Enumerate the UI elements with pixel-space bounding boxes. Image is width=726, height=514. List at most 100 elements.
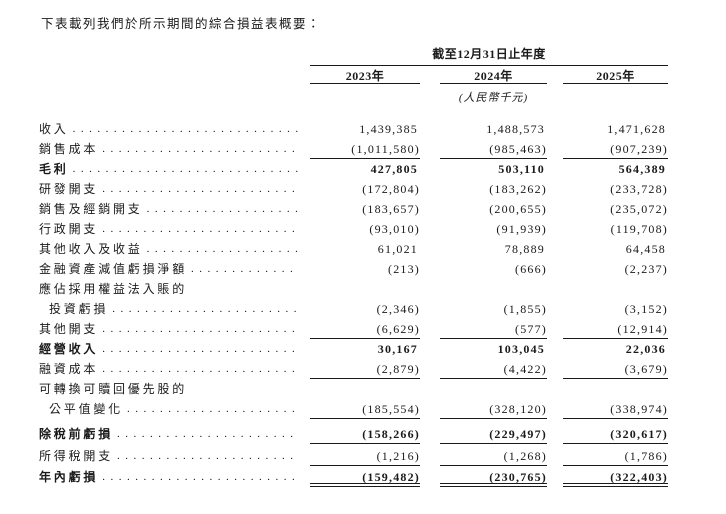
- value: (119,708): [610, 222, 668, 236]
- value-cell-2024年: (666): [440, 259, 547, 279]
- dot-leader: ........................................…: [117, 450, 298, 462]
- value: 103,045: [497, 342, 545, 356]
- value-cell-2025年: (1,786): [563, 446, 668, 466]
- value-cell-2025年: 564,389: [563, 159, 668, 179]
- dot-leader: ........................................…: [146, 203, 298, 215]
- value: 503,110: [498, 162, 545, 176]
- value: 61,021: [377, 242, 418, 256]
- value: (4,422): [503, 362, 547, 376]
- row-label: 毛利: [39, 162, 69, 176]
- row-label-cell: 年內虧損....................................…: [39, 467, 298, 487]
- value-cell-2024年: [440, 379, 547, 399]
- value: (985,463): [489, 142, 547, 156]
- value: (12,914): [617, 322, 668, 336]
- value-cell-2025年: (2,237): [563, 259, 668, 279]
- value: (322,403): [610, 470, 668, 484]
- row-label: 年內虧損: [39, 470, 99, 484]
- value: (6,629): [376, 322, 420, 336]
- row-label: 公平值變化: [49, 402, 124, 416]
- value-cell-2025年: (12,914): [563, 319, 668, 339]
- row-label-cell: 其他收入及收益.................................…: [39, 239, 298, 259]
- row-label: 融資成本: [39, 362, 99, 376]
- value: (1,011,580): [351, 142, 420, 156]
- row-label: 經營收入: [39, 342, 99, 356]
- value-cell-2025年: (320,617): [563, 424, 668, 444]
- value: (229,497): [489, 427, 547, 441]
- table-row: 收入......................................…: [0, 119, 726, 139]
- value: 1,488,573: [486, 122, 545, 136]
- table-row: 銷售成本....................................…: [0, 139, 726, 159]
- value: (577): [515, 322, 547, 336]
- value: (183,657): [362, 202, 420, 216]
- table-row: 研發開支....................................…: [0, 179, 726, 199]
- currency-unit-note: (人民幣千元): [458, 92, 529, 104]
- year-column-2024: 2024年: [440, 67, 547, 84]
- value-cell-2024年: (230,765): [440, 467, 547, 487]
- value-cell-2025年: (338,974): [563, 399, 668, 419]
- value-cell-2023年: (183,657): [310, 199, 420, 219]
- value-cell-2024年: (4,422): [440, 359, 547, 379]
- row-label-cell: 融資成本....................................…: [39, 359, 298, 379]
- dot-leader: ........................................…: [102, 471, 298, 483]
- value: (185,554): [362, 402, 420, 416]
- value: (2,346): [376, 302, 420, 316]
- row-label: 金融資產減值虧損淨額: [39, 262, 188, 276]
- value-cell-2023年: (172,804): [310, 179, 420, 199]
- value: (233,728): [610, 182, 668, 196]
- year-column-2023: 2023年: [310, 67, 420, 84]
- value-cell-2023年: (1,011,580): [310, 139, 420, 159]
- value-cell-2024年: [440, 279, 547, 299]
- dot-leader: ........................................…: [112, 303, 298, 315]
- row-label: 行政開支: [39, 222, 99, 236]
- value: (235,072): [610, 202, 668, 216]
- value-cell-2025年: 1,471,628: [563, 119, 668, 139]
- value-cell-2024年: (200,655): [440, 199, 547, 219]
- dot-leader: ........................................…: [102, 363, 298, 375]
- table-body: 收入......................................…: [0, 119, 726, 487]
- table-row: 經營收入....................................…: [0, 339, 726, 359]
- value-cell-2023年: [310, 279, 420, 299]
- value: 1,471,628: [607, 122, 666, 136]
- value-cell-2025年: 64,458: [563, 239, 668, 259]
- value-cell-2024年: (183,262): [440, 179, 547, 199]
- value-cell-2023年: 30,167: [310, 339, 420, 359]
- row-label: 除稅前虧損: [39, 427, 114, 441]
- dot-leader: ........................................…: [102, 343, 298, 355]
- table-row: 投資虧損....................................…: [0, 299, 726, 319]
- value: (907,239): [610, 142, 668, 156]
- value-cell-2025年: (235,072): [563, 199, 668, 219]
- intro-text: 下表載列我們於所示期間的綜合損益表概要：: [41, 17, 322, 31]
- table-row: 融資成本....................................…: [0, 359, 726, 379]
- row-label-cell: 除稅前虧損...................................…: [39, 424, 298, 444]
- value-cell-2023年: (93,010): [310, 219, 420, 239]
- dot-leader: ........................................…: [72, 123, 298, 135]
- row-label: 銷售成本: [39, 142, 99, 156]
- value: (172,804): [362, 182, 420, 196]
- dot-leader: ........................................…: [72, 163, 298, 175]
- value-cell-2024年: (577): [440, 319, 547, 339]
- value-cell-2023年: 427,805: [310, 159, 420, 179]
- table-row: 行政開支....................................…: [0, 219, 726, 239]
- row-label: 所得稅開支: [39, 449, 114, 463]
- value: (338,974): [610, 402, 668, 416]
- dot-leader: ........................................…: [191, 263, 298, 275]
- value-cell-2024年: (229,497): [440, 424, 547, 444]
- value-cell-2023年: (1,216): [310, 446, 420, 466]
- row-label-cell: 金融資產減值虧損淨額..............................…: [39, 259, 298, 279]
- value: (3,679): [624, 362, 668, 376]
- dot-leader: ........................................…: [146, 243, 298, 255]
- row-label-cell: 收入......................................…: [39, 119, 298, 139]
- value: (2,879): [376, 362, 420, 376]
- row-label-cell: 所得稅開支...................................…: [39, 446, 298, 466]
- value: (1,216): [376, 449, 420, 463]
- table-row: 應佔採用權益法入賬的: [0, 279, 726, 299]
- dot-leader: ........................................…: [102, 183, 298, 195]
- dot-leader: ........................................…: [127, 403, 298, 415]
- value-cell-2025年: (907,239): [563, 139, 668, 159]
- value-cell-2025年: 22,036: [563, 339, 668, 359]
- value: (1,855): [503, 302, 547, 316]
- value: 564,389: [618, 162, 666, 176]
- value: (320,617): [610, 427, 668, 441]
- row-label: 可轉換可贖回優先股的: [39, 382, 188, 396]
